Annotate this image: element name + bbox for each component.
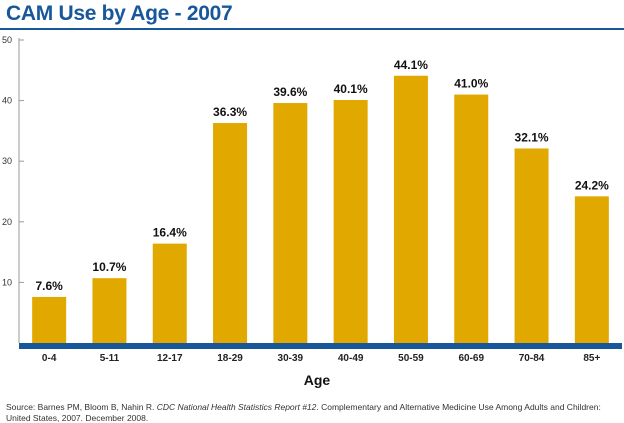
baseline-band [19,343,622,349]
x-tick-label: 5-11 [100,353,120,364]
x-tick-label: 40-49 [338,353,364,364]
bar-data-label: 32.1% [515,130,549,144]
bars [32,75,609,343]
y-tick-label: 10 [2,277,12,287]
source-suffix: . Complementary and Alternative Medicine… [6,402,601,423]
bar-data-label: 16.4% [153,226,187,240]
bar [393,75,428,343]
y-tick-label: 30 [2,156,12,166]
bar-chart: 10 20 30 40 50 7.6% 10.7% 16.4% 36.3% 39.6% 40.1%… [2,35,622,388]
source-report-title: CDC National Health Statistics Report #1… [156,402,317,412]
y-tick-label: 50 [2,35,12,45]
bar-data-label: 44.1% [394,58,428,72]
x-tick-label: 85+ [583,353,600,364]
y-tick-label: 40 [2,96,12,106]
x-tick-label: 18-29 [217,353,243,364]
x-tick-label: 0-4 [42,353,57,364]
bar [92,278,127,343]
bar [213,123,248,343]
bar-data-label: 39.6% [273,85,307,99]
x-tick-label: 70-84 [519,353,545,364]
bar-data-label: 10.7% [92,260,126,274]
title-divider [0,28,624,30]
bar [32,296,67,343]
bar-data-label: 7.6% [35,279,63,293]
y-axis: 10 20 30 40 50 [2,35,24,343]
bar-data-label: 40.1% [334,82,368,96]
bar-data-label: 41.0% [454,77,488,91]
bar [574,196,609,343]
x-tick-label: 60-69 [458,353,484,364]
bar [152,243,187,343]
bar [514,148,549,343]
bar-data-label: 24.2% [575,178,609,192]
source-prefix: Source: Barnes PM, Bloom B, Nahin R. [6,402,157,412]
source-note: Source: Barnes PM, Bloom B, Nahin R. CDC… [6,402,618,423]
bar-data-label: 36.3% [213,105,247,119]
x-axis: 0-4 5-11 12-17 18-29 30-39 40-49 50-59 60-69 70-… [19,343,622,364]
x-axis-title: Age [304,372,331,388]
data-labels: 7.6% 10.7% 16.4% 36.3% 39.6% 40.1% 44.1% 41.0% 3… [35,58,609,293]
x-tick-label: 12-17 [157,353,183,364]
chart-title: CAM Use by Age - 2007 [6,2,233,25]
bar [273,103,308,343]
x-tick-label: 30-39 [278,353,304,364]
bar [333,99,368,343]
x-tick-label: 50-59 [398,353,424,364]
bar [454,94,489,343]
y-tick-label: 20 [2,217,12,227]
